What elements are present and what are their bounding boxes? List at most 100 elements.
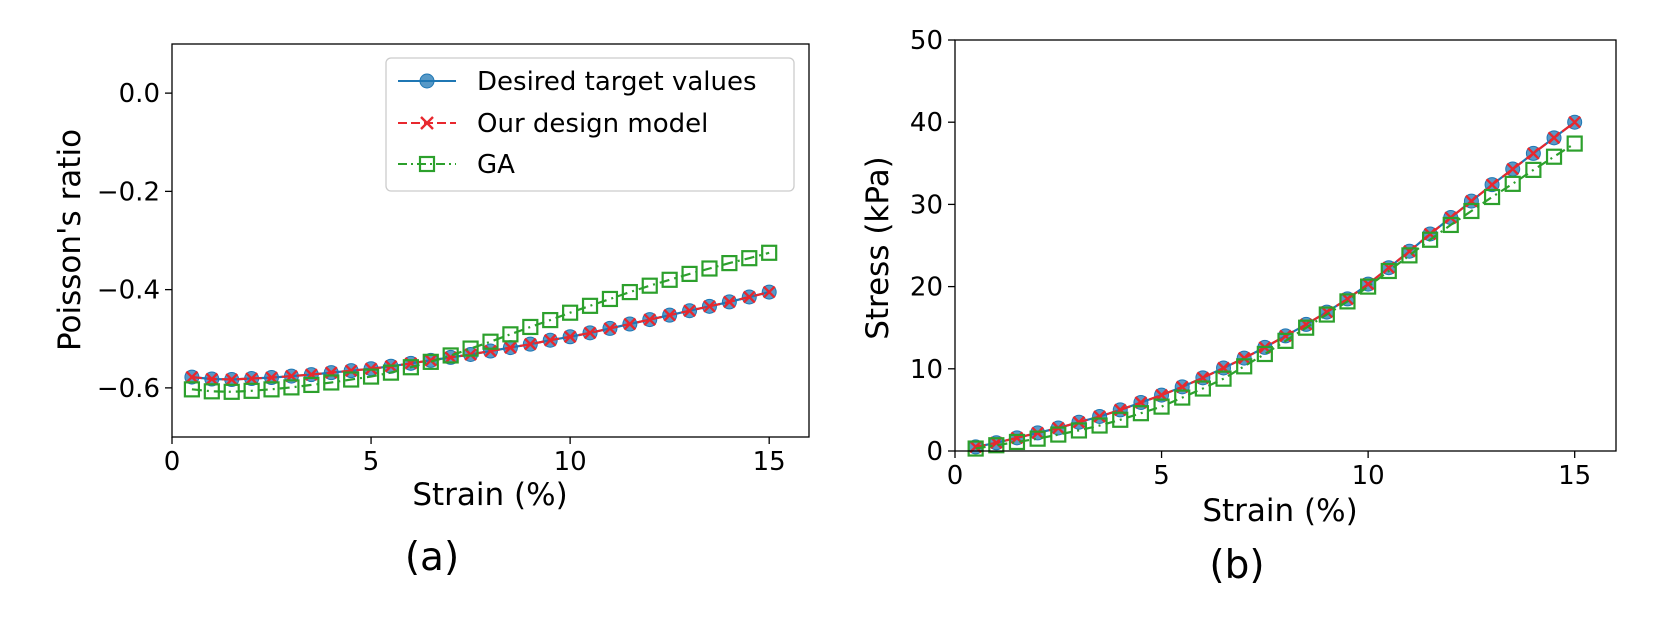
data-point-ga	[1236, 358, 1253, 375]
data-point-our-design-model	[504, 341, 517, 354]
data-point-ga	[1029, 430, 1046, 447]
x-tick-label-a: 5	[363, 447, 380, 477]
data-point-our-design-model	[583, 326, 597, 340]
data-point-ga	[223, 383, 240, 400]
y-tick-label-b: 30	[910, 190, 943, 220]
data-point-ga	[502, 326, 519, 343]
legend-entry-design: Our design model	[398, 109, 708, 139]
data-point-our-design-model	[523, 337, 537, 351]
data-point-our-design-model	[424, 354, 438, 367]
x-tick-label-b: 10	[1352, 461, 1385, 491]
legend-label-ga: GA	[477, 150, 515, 180]
legend-label-desired: Desired target values	[477, 67, 757, 97]
x-tick-label-a: 15	[753, 447, 786, 477]
axes-frame-a	[171, 43, 810, 438]
data-point-ga	[183, 381, 201, 398]
data-point-ga	[462, 340, 479, 357]
data-point-our-design-model	[265, 371, 278, 384]
data-point-ga	[1070, 422, 1088, 439]
x-tick-label-a: 0	[164, 447, 181, 477]
y-tick-label-a: 0.0	[119, 79, 160, 109]
data-point-ga	[562, 304, 579, 321]
data-point-our-design-model	[603, 322, 617, 335]
y-tick-label-b: 50	[910, 26, 943, 56]
data-point-our-design-model	[1485, 178, 1499, 192]
legend-entry-ga: GA	[398, 150, 515, 180]
data-point-ga	[303, 376, 320, 394]
data-point-ga	[1277, 332, 1294, 349]
data-point-ga	[263, 381, 280, 398]
data-point-ga	[1132, 405, 1150, 422]
data-point-ga	[243, 382, 260, 399]
data-point-our-design-model	[1527, 147, 1540, 160]
data-point-our-design-model	[1031, 426, 1044, 440]
y-tick-label-b: 40	[910, 108, 943, 138]
legend-marker-ga	[418, 155, 436, 173]
x-tick-label-b: 0	[947, 461, 964, 491]
data-point-our-design-model	[742, 290, 756, 304]
data-point-ga	[1339, 293, 1356, 310]
x-axis-label-b: Strain (%)	[1202, 493, 1357, 529]
data-point-ga	[721, 254, 738, 272]
series-line-our-design-model	[191, 291, 770, 381]
caption-b: (b)	[1209, 543, 1264, 588]
legend-marker-desired	[419, 73, 435, 89]
y-tick-label-b: 20	[910, 273, 943, 303]
y-tick-label-a: −0.4	[97, 276, 160, 306]
data-point-ga	[1421, 231, 1439, 248]
data-point-ga	[701, 260, 718, 277]
data-point-ga	[1256, 345, 1273, 363]
series-line-desired-target-values	[191, 291, 770, 381]
data-point-our-design-model	[683, 304, 696, 318]
data-point-ga	[1380, 262, 1397, 280]
series-line-ga	[191, 251, 770, 393]
panel-b: 0 5 10 15 0 10 20 30 40 50 Strain (%) Stress (kPa…	[860, 26, 1617, 588]
data-point-our-design-model	[543, 333, 557, 347]
legend-entry-desired: Desired target values	[398, 67, 757, 97]
data-point-ga	[581, 297, 599, 314]
data-point-our-design-model	[1093, 410, 1106, 423]
data-point-ga	[988, 437, 1005, 454]
data-point-our-design-model	[1237, 351, 1251, 365]
series-ga-b	[967, 135, 1583, 457]
series-desired-target-values-b	[968, 114, 1583, 455]
data-point-ga	[283, 379, 300, 396]
data-point-ga	[1360, 278, 1377, 295]
series-line-desired-target-values	[975, 121, 1576, 448]
data-point-ga	[1463, 202, 1480, 220]
y-tick-label-a: −0.6	[97, 374, 160, 404]
series-our-design-model-b	[969, 115, 1582, 454]
data-point-ga	[1112, 411, 1129, 428]
series-our-design-model-a	[185, 285, 776, 386]
data-point-ga	[1050, 426, 1067, 443]
data-point-our-design-model	[723, 295, 736, 309]
data-point-our-design-model	[563, 330, 577, 344]
y-axis-label-a: Poisson's ratio	[52, 129, 88, 351]
y-tick-label-b: 0	[926, 437, 943, 467]
x-tick-label-b: 15	[1558, 461, 1591, 491]
data-point-ga	[1298, 319, 1315, 336]
data-point-ga	[542, 311, 559, 329]
x-axis-label-a: Strain (%)	[412, 477, 567, 513]
axes-frame-b	[954, 39, 1617, 452]
data-point-our-design-model	[225, 373, 239, 386]
data-point-ga	[402, 359, 419, 376]
caption-a: (a)	[405, 535, 459, 580]
data-point-ga	[1008, 433, 1026, 451]
data-point-ga	[323, 374, 340, 391]
data-point-ga	[343, 371, 360, 388]
data-point-our-design-model	[1547, 131, 1561, 145]
series-desired-target-values-a	[184, 284, 777, 388]
data-point-our-design-model	[1568, 115, 1582, 129]
data-point-ga	[1401, 247, 1418, 264]
data-point-our-design-model	[205, 372, 219, 386]
y-axis-label-b: Stress (kPa)	[860, 156, 896, 340]
data-point-ga	[1566, 135, 1583, 152]
data-point-ga	[1545, 148, 1563, 165]
data-point-ga	[203, 383, 220, 400]
data-point-ga	[661, 271, 678, 288]
data-point-ga	[482, 333, 499, 350]
data-point-ga	[1318, 306, 1335, 323]
data-point-ga	[1215, 370, 1232, 387]
data-point-ga	[741, 250, 758, 267]
